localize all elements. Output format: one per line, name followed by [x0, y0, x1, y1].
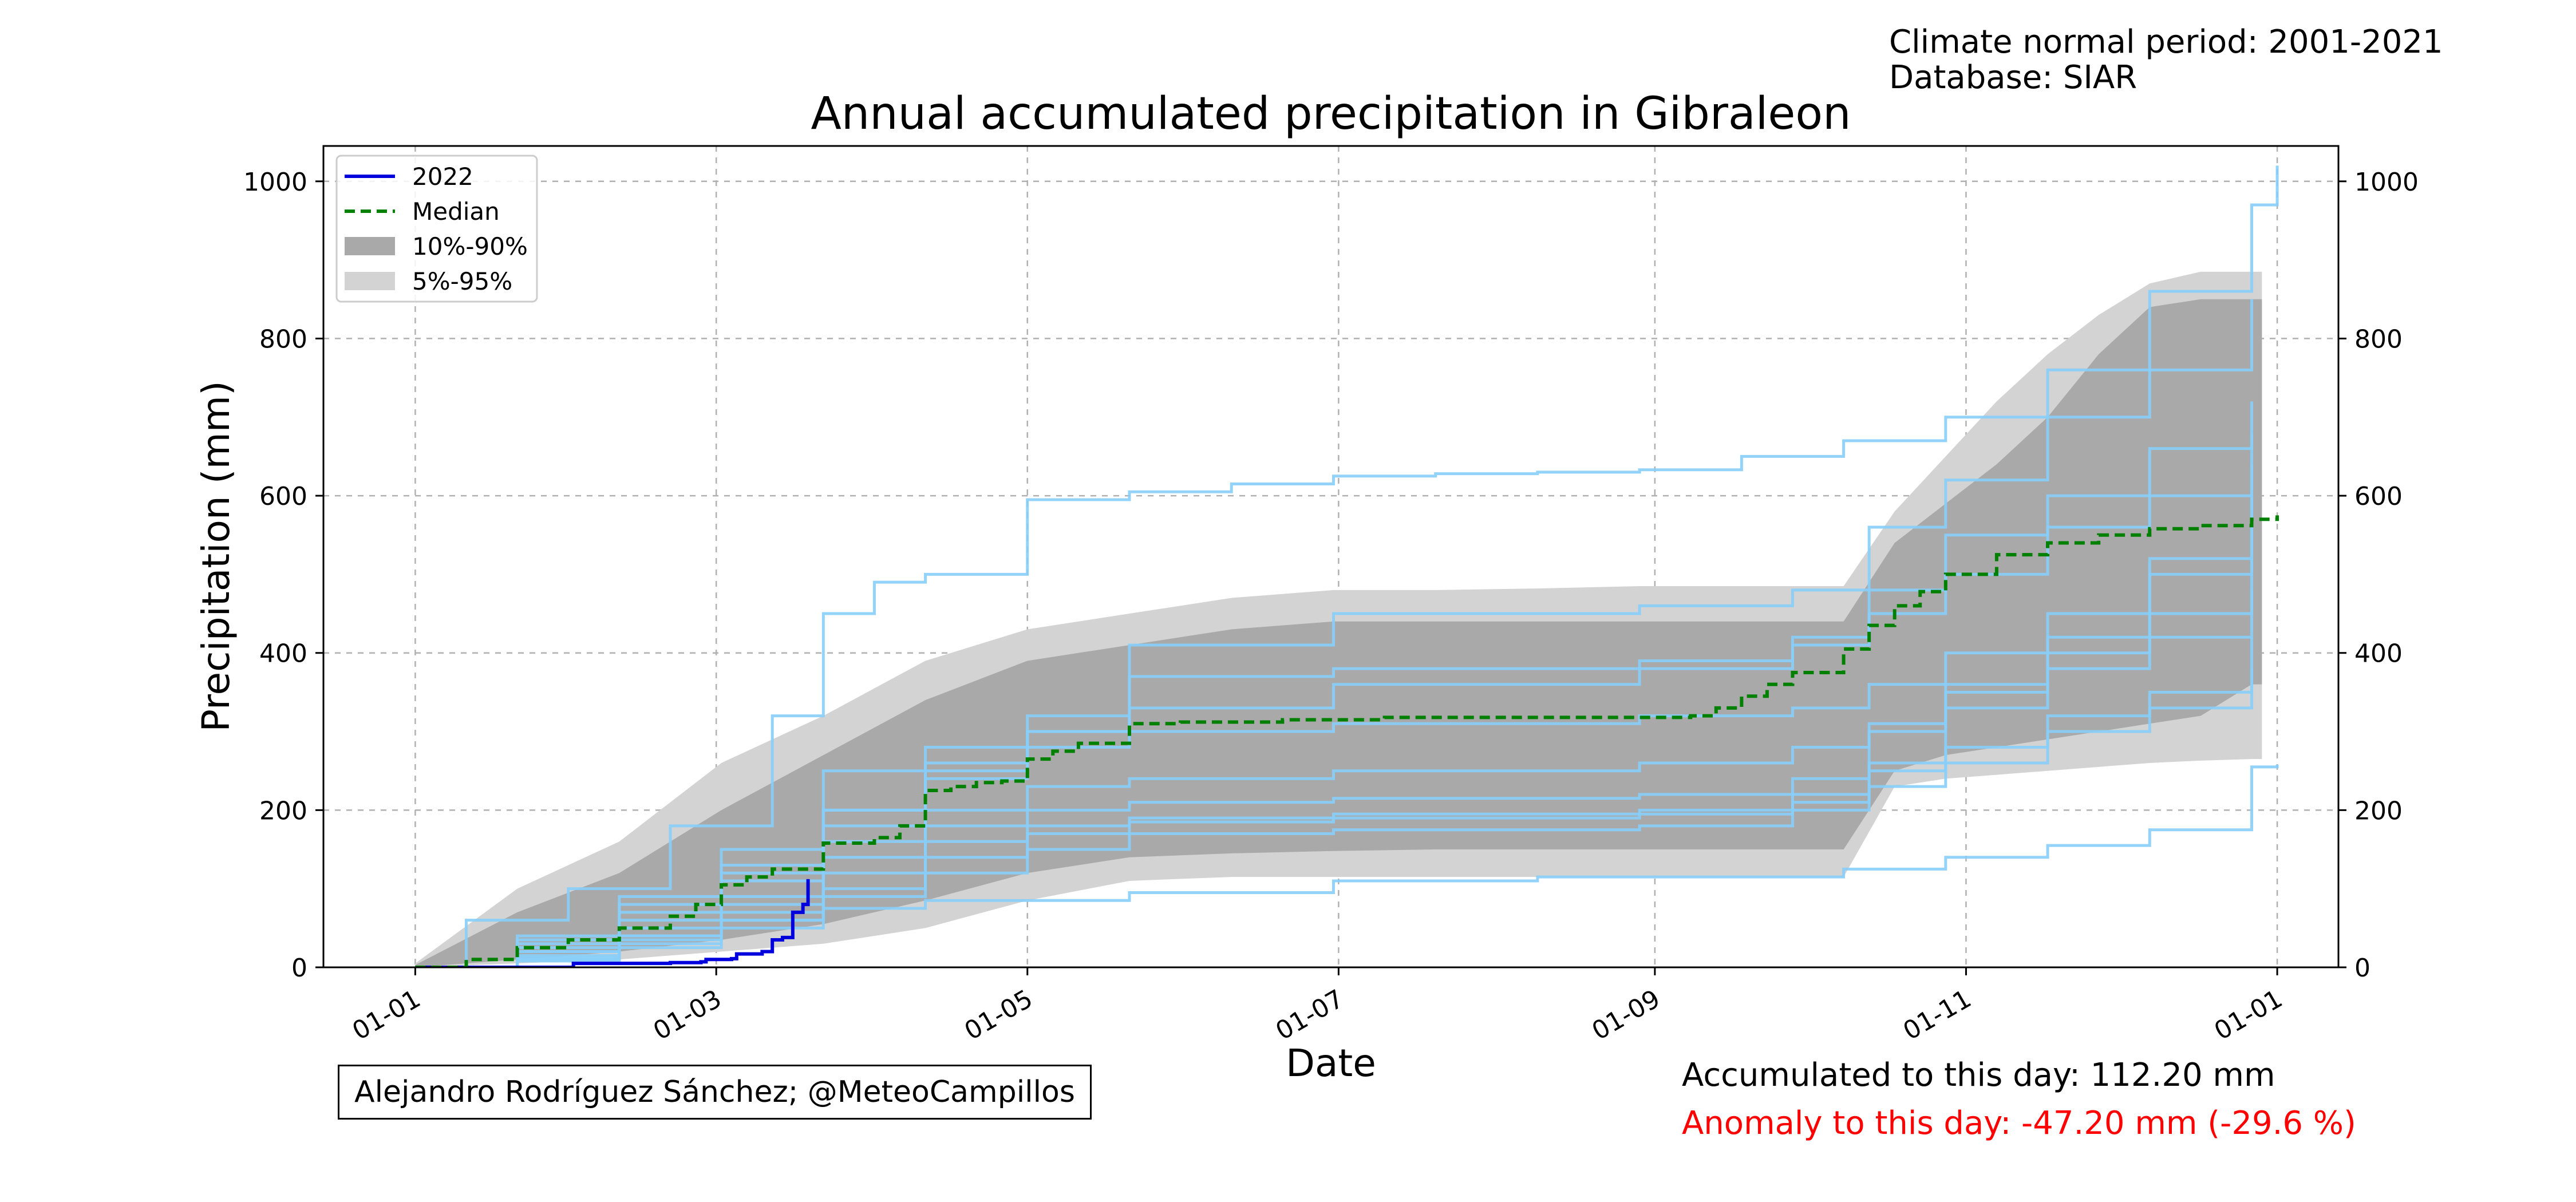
y-tick-label-right: 200	[2354, 796, 2403, 825]
plot-area	[415, 165, 2279, 967]
database-text: Database: SIAR	[1889, 59, 2138, 96]
y-tick-label: 200	[259, 796, 307, 825]
author-credit: Alejandro Rodríguez Sánchez; @MeteoCampi…	[338, 1065, 1092, 1120]
legend-5-95-label: 5%-95%	[412, 267, 512, 295]
y-tick-label-right: 0	[2354, 954, 2370, 983]
y-tick-label: 1000	[243, 168, 307, 197]
x-tick-label: 01-11	[1898, 984, 1976, 1046]
y-tick-label-right: 600	[2354, 482, 2403, 511]
x-axis-label: Date	[1286, 1041, 1376, 1085]
legend: 2022 Median 10%-90% 5%-95%	[335, 155, 538, 303]
legend-10-90-label: 10%-90%	[412, 232, 528, 260]
normal-period-text: Climate normal period: 2001-2021	[1889, 23, 2443, 61]
band-10-to-90	[415, 299, 2262, 967]
y-tick-label-right: 1000	[2354, 168, 2419, 197]
legend-2022-label: 2022	[412, 163, 473, 191]
y-tick-label: 600	[259, 482, 307, 511]
x-tick-label: 01-03	[649, 984, 726, 1046]
chart-title: Annual accumulated precipitation in Gibr…	[811, 88, 1851, 140]
anomaly-text: Anomaly to this day: -47.20 mm (-29.6 %)	[1682, 1105, 2356, 1142]
accumulated-text: Accumulated to this day: 112.20 mm	[1682, 1057, 2275, 1094]
x-tick-label: 01-05	[959, 984, 1037, 1046]
x-tick-label: 01-09	[1587, 984, 1665, 1046]
historical-years	[415, 165, 2279, 967]
current-year-line	[415, 879, 810, 967]
x-tick-label: 01-01	[2210, 984, 2287, 1046]
y-tick-label-right: 800	[2354, 325, 2403, 354]
x-tick-label: 01-01	[347, 984, 425, 1046]
legend-median-label: Median	[412, 197, 500, 226]
historical-year-line	[415, 590, 2254, 967]
x-tick-label: 01-07	[1271, 984, 1349, 1046]
y-tick-label-right: 400	[2354, 639, 2403, 669]
plot-frame	[322, 145, 2340, 968]
y-axis-label: Precipitation (mm)	[194, 381, 238, 732]
y-tick-label: 0	[291, 954, 307, 983]
y-tick-label: 800	[259, 325, 307, 354]
legend-10-90-swatch	[345, 237, 395, 255]
legend-box	[335, 155, 538, 303]
y-tick-label: 400	[259, 639, 307, 669]
legend-5-95-swatch	[345, 272, 395, 290]
median-line	[415, 515, 2279, 967]
series-lines	[415, 515, 2279, 967]
